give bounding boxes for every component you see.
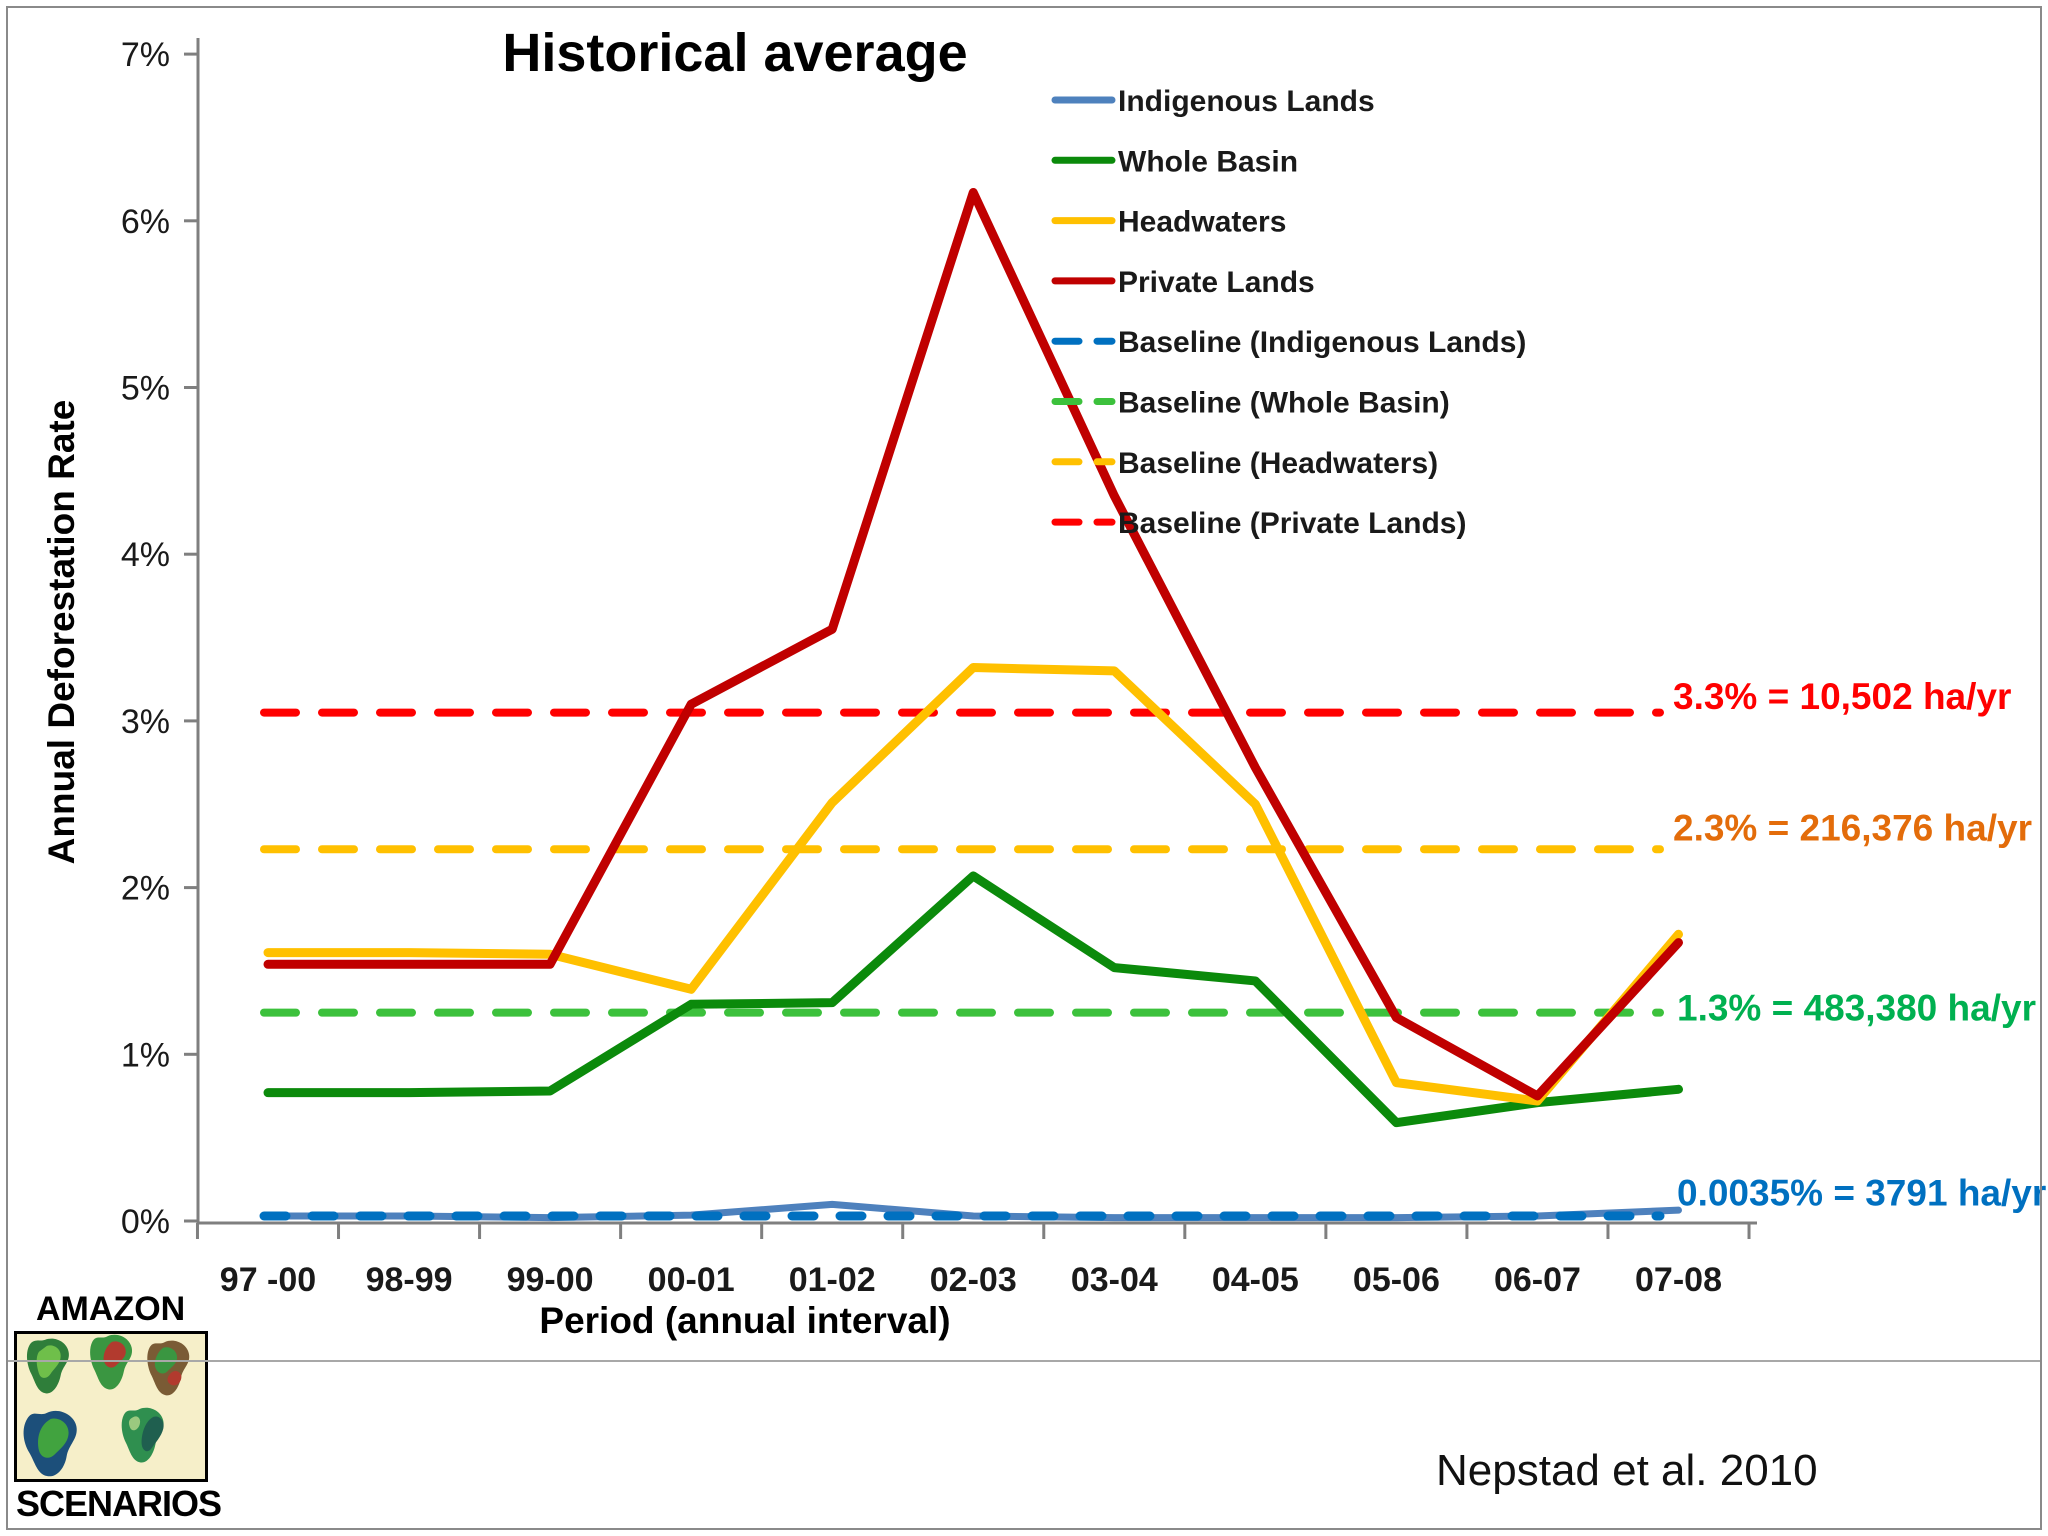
citation-text: Nepstad et al. 2010	[1436, 1446, 1818, 1495]
legend-label-baseline-whole-basin: Baseline (Whole Basin)	[1118, 387, 1450, 420]
legend-item-indigenous-lands: Indigenous Lands	[1051, 85, 1375, 118]
legend-label-baseline-headwaters: Baseline (Headwaters)	[1118, 447, 1438, 480]
chart-title: Historical average	[502, 23, 968, 83]
legend-item-whole-basin: Whole Basin	[1051, 145, 1298, 178]
series-line-private-lands	[263, 187, 1683, 1101]
x-tick-label: 07-08	[1635, 1261, 1722, 1299]
legend-item-baseline-headwaters: Baseline (Headwaters)	[1051, 447, 1438, 480]
logo-text-scenarios: SCENARIOS	[16, 1483, 222, 1524]
y-tick-label: 6%	[121, 203, 170, 241]
y-tick-label: 7%	[121, 36, 170, 74]
baseline-annotation: 1.3% = 483,380 ha/yr	[1677, 988, 2036, 1029]
y-tick-label: 2%	[121, 870, 170, 908]
x-tick-label: 00-01	[648, 1261, 735, 1299]
x-tick-label: 04-05	[1212, 1261, 1299, 1299]
y-axis-title: Annual Deforestation Rate	[41, 399, 82, 865]
baseline-annotation: 0.0035% = 3791 ha/yr	[1677, 1173, 2046, 1214]
y-tick-label: 5%	[121, 370, 170, 408]
x-tick-label: 98-99	[366, 1261, 453, 1299]
legend-item-baseline-whole-basin: Baseline (Whole Basin)	[1051, 387, 1450, 420]
amazon-scenarios-logo: AMAZON SCENARIOS	[14, 1290, 222, 1525]
amazon-scenarios-logo-map	[14, 1331, 208, 1482]
x-tick-label: 03-04	[1071, 1261, 1158, 1299]
y-tick-label: 0%	[121, 1203, 170, 1241]
x-tick-label: 99-00	[507, 1261, 594, 1299]
legend-label-indigenous-lands: Indigenous Lands	[1118, 85, 1375, 118]
x-tick-label: 05-06	[1353, 1261, 1440, 1299]
baseline-annotation: 2.3% = 216,376 ha/yr	[1673, 808, 2032, 849]
legend-item-baseline-private-lands: Baseline (Private Lands)	[1051, 507, 1466, 540]
x-tick-label: 97 -00	[220, 1261, 316, 1299]
legend-label-whole-basin: Whole Basin	[1118, 145, 1298, 178]
series-line-headwaters	[263, 663, 1683, 1106]
series-line-whole-basin	[263, 871, 1683, 1128]
x-tick-label: 06-07	[1494, 1261, 1581, 1299]
legend-label-baseline-indigenous-lands: Baseline (Indigenous Lands)	[1118, 326, 1526, 359]
y-tick-label: 4%	[121, 536, 170, 574]
legend-item-private-lands: Private Lands	[1051, 266, 1315, 299]
x-tick-label: 02-03	[930, 1261, 1017, 1299]
y-tick-label: 1%	[121, 1036, 170, 1074]
x-axis-title: Period (annual interval)	[539, 1300, 951, 1341]
legend-label-baseline-private-lands: Baseline (Private Lands)	[1118, 507, 1466, 540]
legend-item-baseline-indigenous-lands: Baseline (Indigenous Lands)	[1051, 326, 1526, 359]
legend-label-private-lands: Private Lands	[1118, 266, 1315, 299]
baseline-annotation: 3.3% = 10,502 ha/yr	[1673, 676, 2011, 717]
legend-label-headwaters: Headwaters	[1118, 206, 1286, 239]
logo-map-shapes	[23, 1334, 190, 1477]
x-tick-label: 01-02	[789, 1261, 876, 1299]
chart-frame-divider	[8, 1360, 2040, 1362]
logo-text-amazon: AMAZON	[36, 1290, 186, 1328]
y-tick-label: 3%	[121, 703, 170, 741]
legend-item-headwaters: Headwaters	[1051, 206, 1286, 239]
